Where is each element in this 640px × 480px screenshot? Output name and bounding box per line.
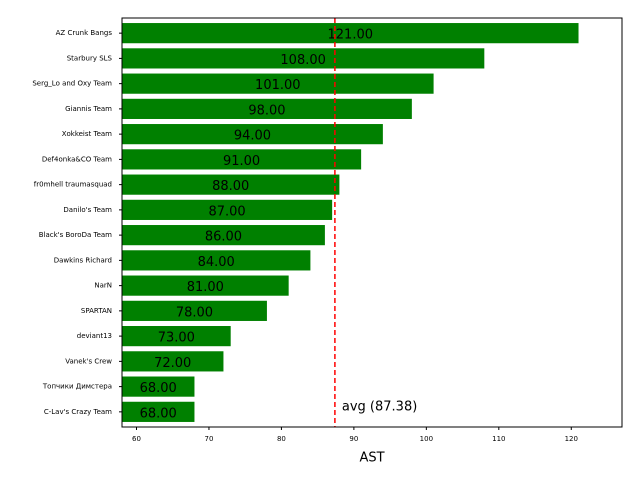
- y-tick-label: deviant13: [77, 332, 112, 340]
- x-tick-label: 100: [420, 435, 433, 443]
- bar: [122, 199, 333, 220]
- bar: [122, 48, 485, 69]
- y-tick-label: NarN: [94, 282, 112, 290]
- value-label: 101.00: [255, 78, 301, 93]
- value-label: 68.00: [140, 381, 177, 396]
- y-tick-label: SPARTAN: [81, 307, 112, 315]
- bar: [122, 225, 325, 246]
- y-tick-label: AZ Crunk Bangs: [56, 29, 113, 37]
- y-tick-label: Starbury SLS: [67, 54, 113, 62]
- value-label: 98.00: [248, 103, 285, 118]
- bar: [122, 98, 412, 119]
- y-tick-label: fr0mhell traumasquad: [34, 181, 112, 189]
- y-tick-label: Danilo's Team: [63, 206, 112, 214]
- value-label: 73.00: [158, 331, 195, 346]
- y-tick-label: Топчики Димстера: [42, 383, 112, 391]
- y-tick-label: Dawkins Richard: [54, 256, 112, 264]
- bar: [122, 73, 434, 94]
- bar: [122, 326, 231, 347]
- y-tick-label: Def4onka&CO Team: [42, 155, 112, 163]
- bar: [122, 351, 224, 372]
- average-label: avg (87.38): [342, 399, 417, 414]
- bar: [122, 124, 383, 145]
- y-tick-label: Serg_Lo and Oxy Team: [32, 80, 112, 88]
- y-tick-label: Xokkeist Team: [62, 130, 112, 138]
- value-label: 87.00: [208, 204, 245, 219]
- x-tick-label: 110: [492, 435, 505, 443]
- bar: [122, 401, 195, 422]
- value-label: 84.00: [198, 255, 235, 270]
- value-label: 88.00: [212, 179, 249, 194]
- x-axis-label: AST: [359, 451, 384, 466]
- bar: [122, 174, 340, 195]
- value-label: 91.00: [223, 154, 260, 169]
- bar: [122, 376, 195, 397]
- bar: [122, 300, 267, 321]
- value-label: 81.00: [187, 280, 224, 295]
- plot: [122, 23, 579, 422]
- plot-frame: [121, 17, 623, 428]
- value-label: 94.00: [234, 129, 271, 144]
- value-label: 86.00: [205, 230, 242, 245]
- value-label: 68.00: [140, 406, 177, 421]
- y-tick-label: Giannis Team: [65, 105, 112, 113]
- x-tick-label: 90: [349, 435, 358, 443]
- bar: [122, 149, 362, 170]
- x-tick-label: 80: [277, 435, 286, 443]
- bar: [122, 275, 289, 296]
- y-tick-label: Vanek's Crew: [65, 357, 112, 365]
- value-label: 108.00: [280, 53, 326, 68]
- value-label: 72.00: [154, 356, 191, 371]
- value-label: 78.00: [176, 305, 213, 320]
- x-tick-label: 70: [204, 435, 213, 443]
- bar: [122, 250, 311, 271]
- y-tick-label: Black's BoroDa Team: [39, 231, 112, 239]
- value-label: 121.00: [328, 28, 374, 43]
- x-tick-label: 120: [565, 435, 578, 443]
- bar: [122, 23, 579, 44]
- y-tick-label: C-Lav's Crazy Team: [44, 408, 112, 416]
- x-tick-label: 60: [132, 435, 141, 443]
